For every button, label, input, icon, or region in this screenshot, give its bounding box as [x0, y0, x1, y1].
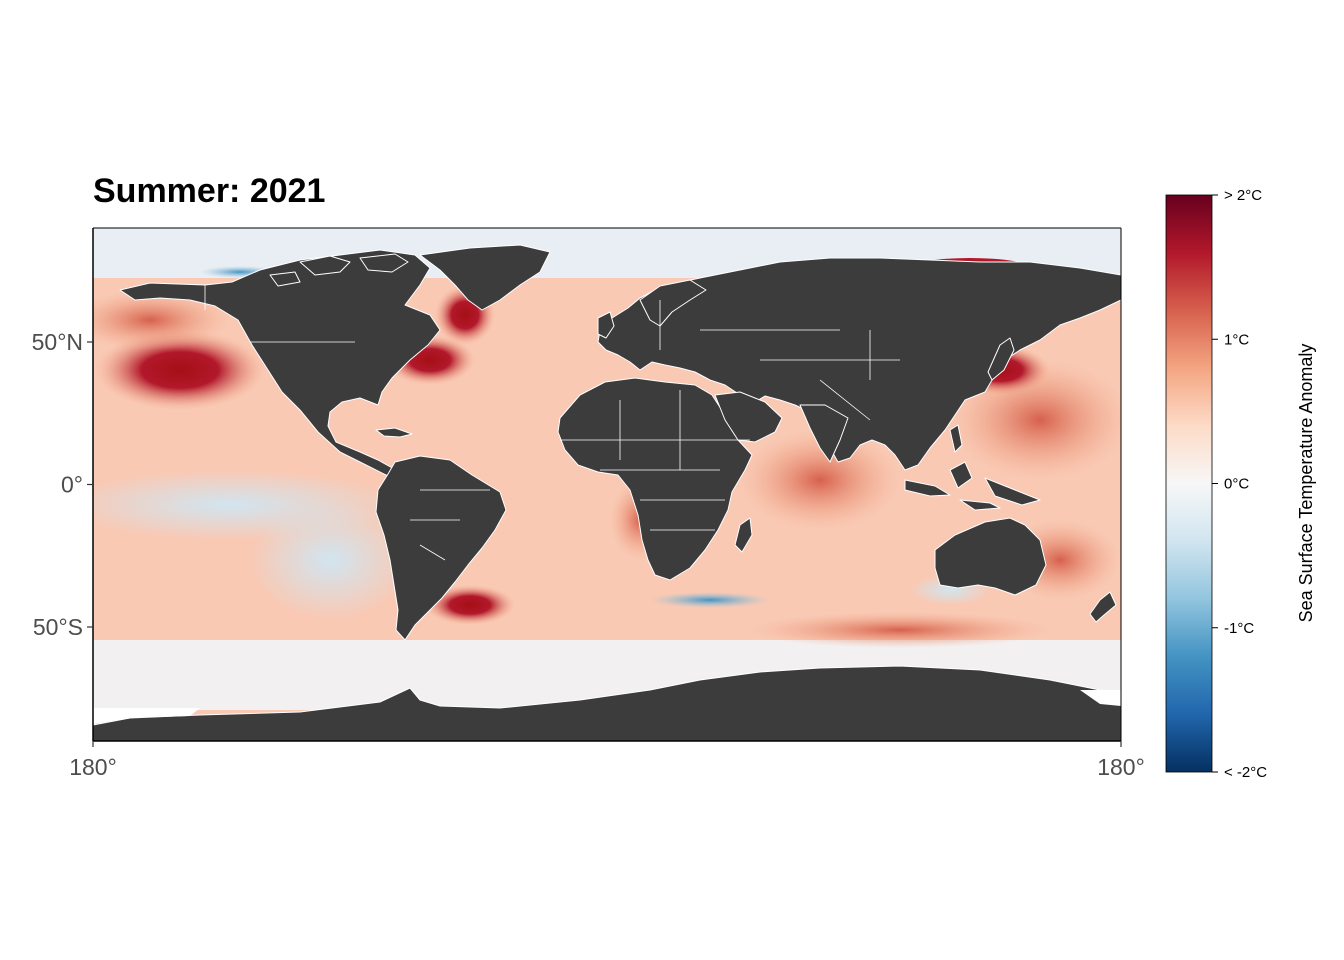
- south-indian-blue-anomaly: [650, 592, 770, 608]
- land-great-britain: [597, 311, 615, 339]
- land-australia: [934, 517, 1047, 596]
- land-new-zealand: [1089, 591, 1117, 623]
- colorbar-tick-label: 1°C: [1224, 331, 1249, 348]
- y-axis-ticks: 50°N 0° 50°S: [32, 329, 93, 640]
- land-caribbean: [375, 427, 413, 438]
- map-title: Summer: 2021: [93, 172, 326, 210]
- land-south-america: [375, 455, 507, 641]
- gulf-of-alaska-warm: [93, 290, 230, 350]
- x-tick-label: 180°: [69, 754, 117, 780]
- land-indonesia: [904, 461, 1041, 511]
- southern-warm-band: [750, 612, 1050, 648]
- colorbar-tick-label: > 2°C: [1224, 187, 1262, 204]
- colorbar-tick-label: < -2°C: [1224, 764, 1267, 781]
- south-pacific-cool-anomaly: [250, 500, 410, 620]
- indian-ocean-warm: [740, 430, 900, 530]
- antarctic-ice-shelf-east: [1080, 690, 1121, 706]
- land-scandinavia: [639, 279, 707, 327]
- land-north-america: [119, 249, 441, 477]
- land-arabia: [714, 391, 783, 443]
- y-tick-label: 0°: [61, 472, 83, 498]
- colorbar-gradient: [1165, 194, 1213, 773]
- south-atlantic-warm: [425, 585, 515, 625]
- colorbar-ticks: > 2°C 1°C 0°C -1°C < -2°C: [1212, 187, 1267, 781]
- land-eurasia: [597, 257, 1121, 471]
- colorbar: > 2°C 1°C 0°C -1°C < -2°C Sea Surface Temper…: [1165, 187, 1316, 781]
- antarctic-ice-shelf-west: [93, 708, 200, 724]
- colorbar-tick-label: -1°C: [1224, 620, 1254, 637]
- land-india: [799, 404, 849, 463]
- colorbar-title: Sea Surface Temperature Anomaly: [1296, 344, 1316, 623]
- north-pacific-hot-anomaly: [95, 330, 265, 410]
- x-axis-ticks: 180° 180°: [69, 741, 1145, 780]
- land-arctic-islands: [269, 253, 409, 287]
- country-borders: [204, 285, 900, 561]
- map-panel: [93, 228, 1121, 741]
- land-greenland: [419, 244, 551, 311]
- x-tick-label: 180°: [1097, 754, 1145, 780]
- land-africa: [557, 377, 753, 581]
- colorbar-tick-label: 0°C: [1224, 476, 1249, 493]
- land-philippines: [949, 424, 963, 453]
- y-tick-label: 50°S: [33, 614, 83, 640]
- y-tick-label: 50°N: [32, 329, 83, 355]
- land-japan: [987, 337, 1015, 381]
- land-madagascar: [734, 517, 753, 553]
